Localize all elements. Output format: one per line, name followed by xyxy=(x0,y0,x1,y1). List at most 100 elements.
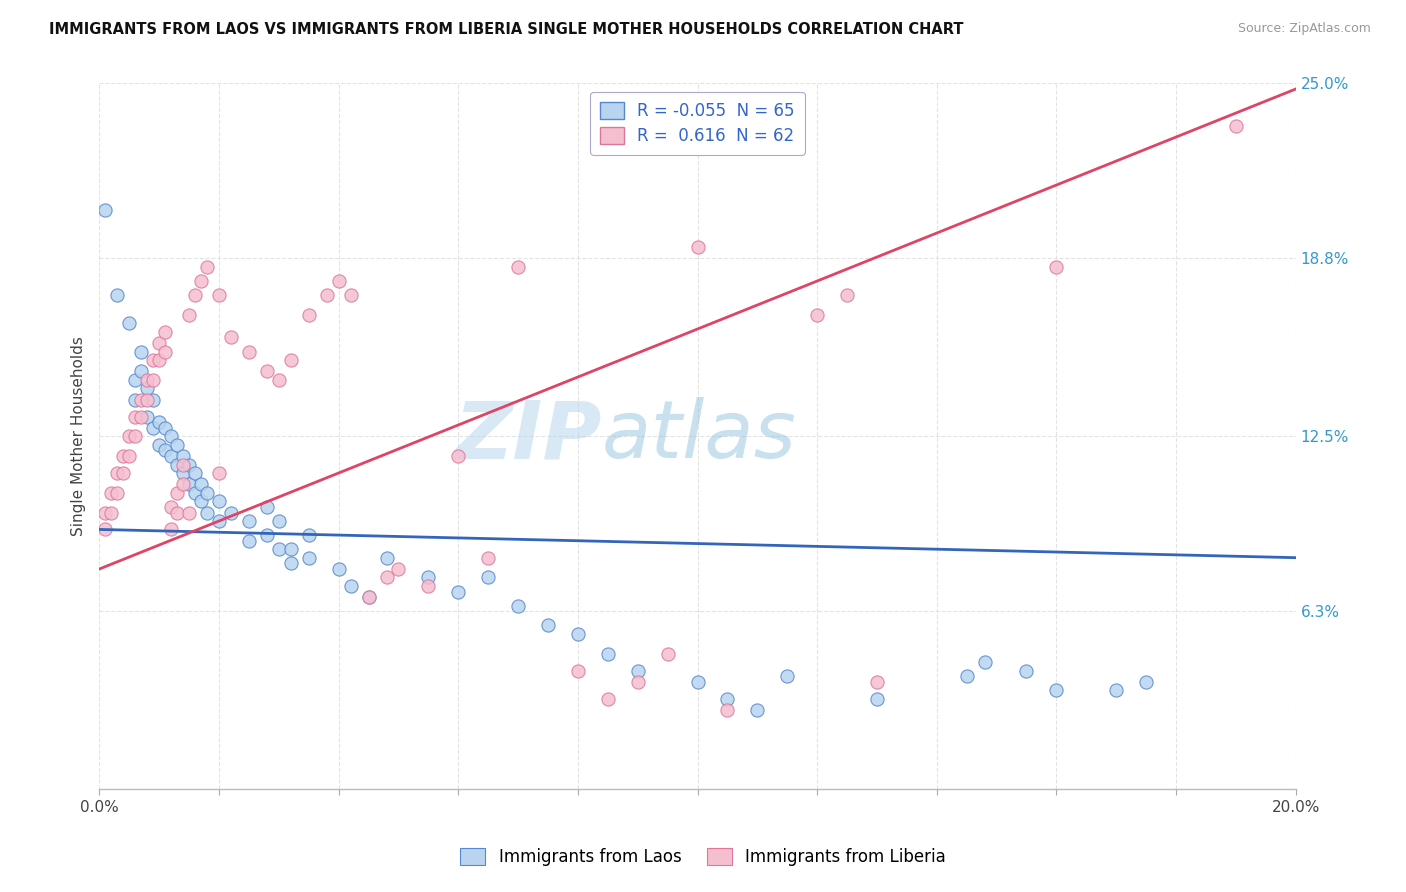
Point xyxy=(208,494,231,508)
Point xyxy=(375,570,398,584)
Point xyxy=(179,308,201,322)
Point xyxy=(1135,674,1157,689)
Point xyxy=(160,500,183,514)
Point xyxy=(973,655,995,669)
Point xyxy=(806,308,828,322)
Point xyxy=(142,421,165,435)
Point xyxy=(315,288,337,302)
Point xyxy=(136,381,159,395)
Point xyxy=(179,458,201,472)
Point xyxy=(129,409,152,424)
Point xyxy=(238,344,260,359)
Point xyxy=(686,674,709,689)
Point xyxy=(195,485,218,500)
Point xyxy=(387,562,409,576)
Legend: Immigrants from Laos, Immigrants from Liberia: Immigrants from Laos, Immigrants from Li… xyxy=(454,841,952,873)
Point xyxy=(596,691,619,706)
Point xyxy=(219,506,242,520)
Point xyxy=(596,647,619,661)
Point xyxy=(118,449,141,463)
Point xyxy=(184,466,207,480)
Point xyxy=(136,392,159,407)
Point xyxy=(339,288,361,302)
Point xyxy=(418,570,440,584)
Point xyxy=(155,421,177,435)
Point xyxy=(506,260,529,274)
Point xyxy=(112,449,135,463)
Point xyxy=(447,584,470,599)
Point xyxy=(328,274,350,288)
Point xyxy=(339,579,361,593)
Point xyxy=(124,429,146,443)
Point xyxy=(208,514,231,528)
Point xyxy=(166,485,188,500)
Point xyxy=(280,542,302,557)
Point xyxy=(129,392,152,407)
Text: IMMIGRANTS FROM LAOS VS IMMIGRANTS FROM LIBERIA SINGLE MOTHER HOUSEHOLDS CORRELA: IMMIGRANTS FROM LAOS VS IMMIGRANTS FROM … xyxy=(49,22,963,37)
Point xyxy=(357,590,380,604)
Point xyxy=(142,392,165,407)
Point xyxy=(160,429,183,443)
Point xyxy=(172,466,194,480)
Point xyxy=(506,599,529,613)
Point xyxy=(1045,260,1067,274)
Point xyxy=(256,364,278,378)
Point xyxy=(567,664,589,678)
Point xyxy=(267,514,290,528)
Point xyxy=(118,317,141,331)
Point xyxy=(124,373,146,387)
Point xyxy=(184,485,207,500)
Point xyxy=(148,438,170,452)
Point xyxy=(256,528,278,542)
Point xyxy=(866,674,889,689)
Point xyxy=(219,330,242,344)
Point xyxy=(686,240,709,254)
Point xyxy=(136,373,159,387)
Point xyxy=(155,443,177,458)
Point xyxy=(112,466,135,480)
Point xyxy=(184,288,207,302)
Point xyxy=(537,618,560,632)
Point xyxy=(190,494,212,508)
Point xyxy=(100,485,122,500)
Point xyxy=(956,669,979,683)
Point xyxy=(195,260,218,274)
Point xyxy=(835,288,858,302)
Point xyxy=(298,308,321,322)
Point xyxy=(298,550,321,565)
Point xyxy=(172,458,194,472)
Point xyxy=(160,523,183,537)
Point xyxy=(280,353,302,368)
Point xyxy=(118,429,141,443)
Point xyxy=(747,703,769,717)
Point xyxy=(567,627,589,641)
Point xyxy=(148,353,170,368)
Point xyxy=(280,557,302,571)
Point xyxy=(179,477,201,491)
Point xyxy=(418,579,440,593)
Point xyxy=(627,674,650,689)
Point xyxy=(100,506,122,520)
Y-axis label: Single Mother Households: Single Mother Households xyxy=(72,336,86,536)
Point xyxy=(195,506,218,520)
Point xyxy=(148,336,170,351)
Point xyxy=(256,500,278,514)
Point xyxy=(105,466,128,480)
Point xyxy=(208,466,231,480)
Point xyxy=(142,373,165,387)
Point xyxy=(142,353,165,368)
Point xyxy=(477,570,499,584)
Point xyxy=(866,691,889,706)
Point xyxy=(357,590,380,604)
Point xyxy=(716,703,738,717)
Point xyxy=(776,669,799,683)
Point xyxy=(267,373,290,387)
Point xyxy=(166,506,188,520)
Point xyxy=(328,562,350,576)
Point xyxy=(1045,683,1067,698)
Legend: R = -0.055  N = 65, R =  0.616  N = 62: R = -0.055 N = 65, R = 0.616 N = 62 xyxy=(591,92,804,155)
Point xyxy=(1225,119,1247,133)
Point xyxy=(160,449,183,463)
Text: ZIP: ZIP xyxy=(454,397,602,475)
Point xyxy=(179,506,201,520)
